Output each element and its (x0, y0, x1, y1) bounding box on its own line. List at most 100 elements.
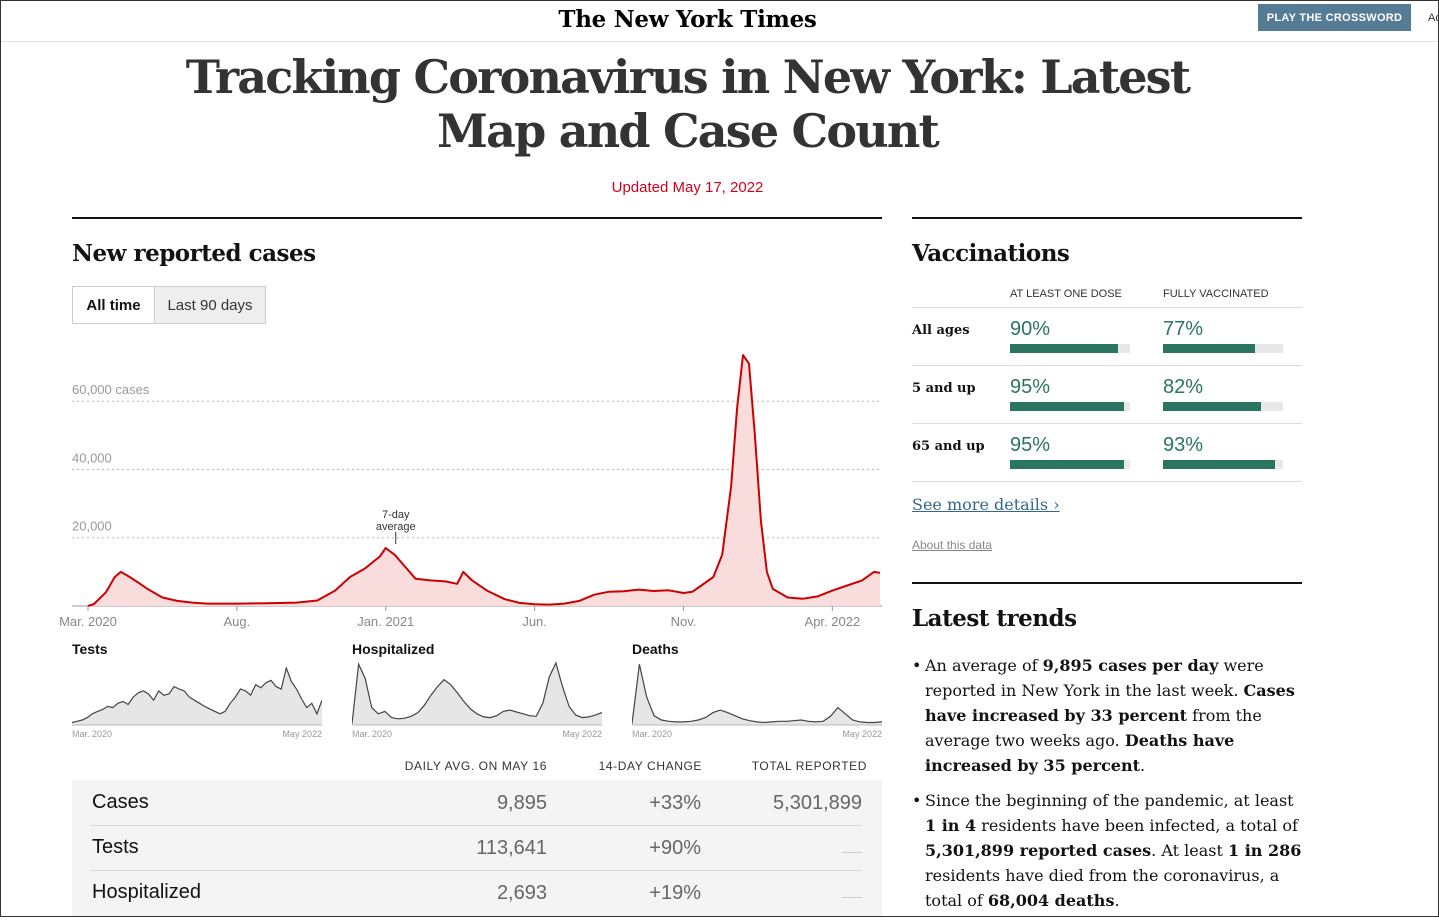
tab-last-90-days[interactable]: Last 90 days (154, 286, 266, 324)
fully-vaccinated-bar-fill (1163, 460, 1275, 469)
x-tick-label: Mar. 2020 (59, 614, 117, 629)
fully-vaccinated-bar-fill (1163, 402, 1262, 411)
col-header-fully-vaccinated: FULLY VACCINATED (1163, 288, 1269, 300)
list-item: Since the beginning of the pandemic, at … (912, 788, 1304, 913)
trend-highlight: 68,004 deaths (987, 891, 1115, 910)
trend-highlight: Cases have increased by 33 percent (925, 681, 1295, 725)
deaths-mini-chart: Mar. 2020 May 2022 (632, 664, 882, 739)
mini-line (352, 661, 602, 724)
mini-line (632, 664, 882, 724)
row-divider (90, 870, 862, 871)
row-label: Hospitalized (92, 881, 201, 903)
trend-highlight: 1 in 4 (925, 816, 977, 835)
mini-x-label-end: May 2022 (562, 729, 602, 739)
mini-area (72, 668, 322, 725)
vaccination-row-label: 65 and up (912, 439, 985, 454)
row-label: Tests (92, 836, 139, 858)
vaccinations-section-rule (912, 217, 1302, 219)
trend-text: An average of (925, 656, 1043, 675)
hospitalized-mini-chart: Mar. 2020 May 2022 (352, 661, 602, 739)
change-value: +90% (649, 837, 701, 859)
deaths-chart-title: Deaths (632, 641, 679, 657)
mini-x-label-start: Mar. 2020 (632, 729, 672, 739)
table-row: Cases 9,895 +33% 5,301,899 (72, 781, 882, 826)
y-tick-label: 40,000 (72, 450, 112, 465)
trends-list: An average of 9,895 cases per day were r… (912, 653, 1304, 923)
trend-text: from the average two weeks ago. (925, 706, 1262, 750)
fully-vaccinated-bar-fill (1163, 344, 1256, 353)
mini-line (72, 665, 322, 724)
vaccination-divider (912, 307, 1302, 308)
tests-mini-chart: Mar. 2020 May 2022 (72, 665, 322, 739)
masthead: The New York Times PLAY THE CROSSWORD Ac (0, 0, 1439, 42)
cases-line (87, 354, 881, 607)
cases-chart: 60,000 cases 40,000 20,000 Mar. 2020 Aug. Jan… (59, 354, 882, 629)
annotation-label: average (376, 521, 416, 533)
trend-text: residents have been infected, a total of (976, 816, 1298, 835)
tests-chart-title: Tests (72, 641, 108, 657)
col-header-14-day-change: 14-DAY CHANGE (598, 759, 702, 773)
vaccination-row-label: 5 and up (912, 381, 976, 396)
trend-highlight: 5,301,899 reported cases (925, 841, 1152, 860)
nyt-logo[interactable]: The New York Times (558, 6, 817, 33)
one-dose-bar-fill (1010, 344, 1118, 353)
article-headline: Tracking Coronavirus in New York: Latest… (185, 50, 1191, 158)
fully-vaccinated-bar (1163, 460, 1283, 469)
trend-text: were reported in New York in the last we… (925, 656, 1264, 700)
change-value: +33% (649, 792, 701, 814)
fully-vaccinated-bar (1163, 344, 1283, 353)
fully-vaccinated-percent: 77% (1163, 318, 1204, 340)
vaccinations-title: Vaccinations (912, 240, 1070, 267)
y-tick-label: 60,000 cases (72, 382, 150, 397)
vaccination-divider (912, 481, 1302, 482)
one-dose-bar (1010, 402, 1130, 411)
col-header-daily-avg: DAILY AVG. ON MAY 16 (404, 759, 547, 773)
vaccination-divider (912, 365, 1302, 366)
fully-vaccinated-percent: 82% (1163, 376, 1204, 398)
col-header-total-reported: TOTAL REPORTED (751, 759, 867, 773)
trend-text: Since the beginning of the pandemic, at … (925, 791, 1294, 810)
x-tick-label: Aug. (223, 614, 250, 629)
x-tick-label: Jun. (522, 614, 547, 629)
mini-x-label-end: May 2022 (282, 729, 322, 739)
col-header-one-dose: AT LEAST ONE DOSE (1010, 288, 1122, 300)
one-dose-bar-fill (1010, 460, 1124, 469)
mini-x-label-start: Mar. 2020 (352, 729, 392, 739)
trend-text: . At least (1151, 841, 1228, 860)
tab-all-time[interactable]: All time (72, 286, 155, 324)
mini-area (632, 664, 882, 725)
play-crossword-button[interactable]: PLAY THE CROSSWORD (1258, 4, 1411, 31)
mini-x-label-end: May 2022 (842, 729, 882, 739)
cases-area (88, 355, 880, 606)
total-not-available-dash (842, 852, 862, 853)
about-this-data-link[interactable]: About this data (912, 538, 993, 552)
one-dose-percent: 90% (1010, 318, 1051, 340)
one-dose-bar (1010, 344, 1130, 353)
annotation-label: 7-day (382, 509, 410, 521)
latest-trends-title: Latest trends (912, 605, 1077, 632)
trend-highlight: 1 in 286 (1227, 841, 1302, 860)
vaccination-divider (912, 423, 1302, 424)
x-tick-label: Nov. (671, 614, 697, 629)
one-dose-bar-fill (1010, 402, 1124, 411)
row-divider (90, 825, 862, 826)
account-link-cut[interactable]: Ac (1428, 12, 1439, 24)
summary-table (72, 780, 882, 917)
trend-highlight: 9,895 cases per day (1042, 656, 1219, 675)
change-value: +19% (649, 882, 701, 904)
mini-x-label-start: Mar. 2020 (72, 729, 112, 739)
daily-avg-value: 2,693 (496, 882, 547, 904)
trend-highlight: Deaths have increased by 35 percent (925, 731, 1235, 775)
one-dose-percent: 95% (1010, 434, 1051, 456)
one-dose-percent: 95% (1010, 376, 1051, 398)
vaccination-row-label: All ages (912, 323, 970, 338)
trends-section-rule (912, 582, 1302, 584)
one-dose-bar (1010, 460, 1130, 469)
table-row: Hospitalized 2,693 +19% (72, 871, 882, 916)
total-not-available-dash (842, 897, 862, 898)
trend-text: . (1140, 756, 1146, 775)
x-tick-label: Jan. 2021 (357, 614, 414, 629)
see-more-details-link[interactable]: See more details › (912, 495, 1060, 514)
fully-vaccinated-bar (1163, 402, 1283, 411)
x-tick-label: Apr. 2022 (805, 614, 861, 629)
